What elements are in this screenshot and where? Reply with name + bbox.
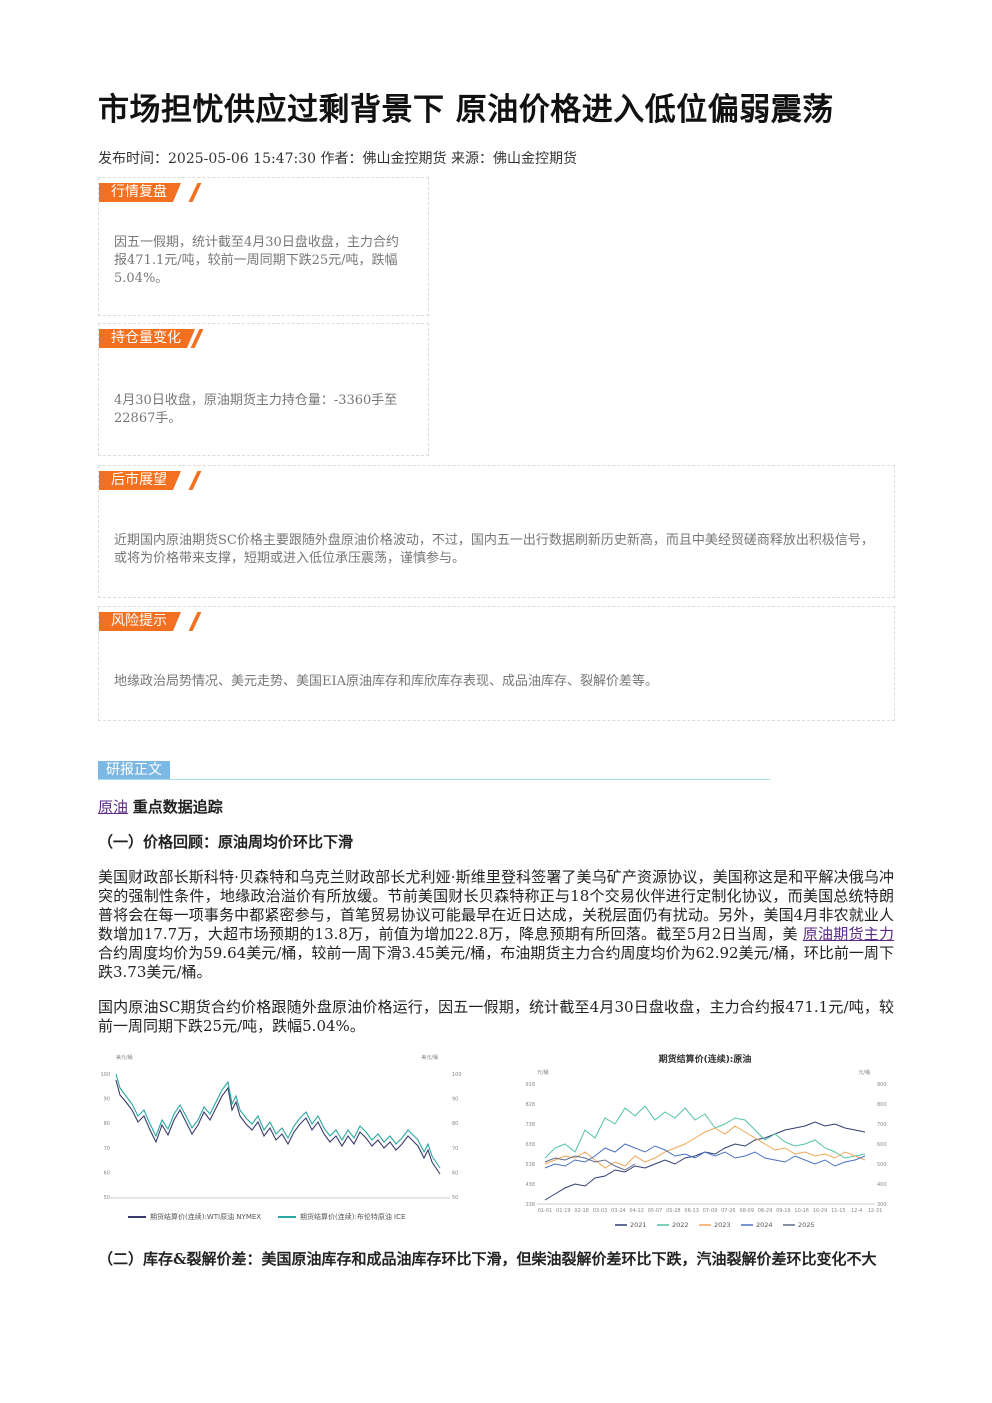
tag-slash bbox=[188, 183, 202, 202]
series-line bbox=[115, 1079, 441, 1175]
x-tick-label: 01-19 bbox=[556, 1208, 571, 1214]
y-tick-label: 60 bbox=[104, 1170, 110, 1176]
y-tick-label: 300 bbox=[877, 1202, 887, 1208]
x-tick-label: 06-13 bbox=[684, 1208, 699, 1214]
section-tag: 行情复盘 bbox=[99, 183, 181, 202]
y-tick-label: 638 bbox=[525, 1142, 535, 1148]
x-tick-label: 12-4 bbox=[851, 1208, 862, 1214]
x-tick-label: 02-18 bbox=[574, 1208, 589, 1214]
section-box: 风险提示 地缘政治局势情况、美元走势、美国EIA原油库存和库欣库存表现、成品油库… bbox=[98, 606, 895, 721]
paragraph: 国内原油SC期货合约价格跟随外盘原油价格运行，因五一假期，统计截至4月30日盘收… bbox=[98, 998, 894, 1035]
paragraph: 美国财政部长斯科特·贝森特和乌克兰财政部长尤利娅·斯维里登科签署了美乌矿产资源协… bbox=[98, 868, 894, 982]
x-tick-label: 03-03 bbox=[593, 1208, 608, 1214]
y-tick-label: 600 bbox=[877, 1142, 887, 1148]
y-tick-label: 538 bbox=[525, 1162, 535, 1168]
section-box: 持仓量变化 4月30日收盘，原油期货主力持仓量：-3360手至22867手。 bbox=[98, 323, 429, 456]
section-tag: 持仓量变化 bbox=[99, 329, 195, 348]
tag-slash bbox=[188, 612, 202, 631]
y-tick-label: 50 bbox=[104, 1195, 110, 1201]
y-tick-label: 338 bbox=[525, 1202, 535, 1208]
figure-sc-seasonal: 期货结算价(连续):原油元/桶 元/桶9188287386385384383389… bbox=[525, 1053, 887, 1229]
divider bbox=[98, 779, 770, 780]
x-tick-label: 08-09 bbox=[739, 1208, 754, 1214]
tag-slash bbox=[188, 471, 202, 490]
legend-label: 2023 bbox=[714, 1221, 731, 1229]
x-tick-label: 12-31 bbox=[868, 1208, 883, 1214]
y-tick-label: 828 bbox=[525, 1102, 535, 1108]
section-box: 行情复盘 因五一假期，统计截至4月30日盘收盘，主力合约报471.1元/吨，较前… bbox=[98, 177, 429, 316]
axis-unit: 元/桶 bbox=[858, 1069, 870, 1076]
series-line bbox=[544, 1155, 636, 1171]
y-tick-label: 918 bbox=[525, 1082, 535, 1088]
page-title: 市场担忧供应过剩背景下 原油价格进入低位偏弱震荡 bbox=[98, 92, 834, 128]
axis-unit: 元/桶 bbox=[537, 1069, 549, 1076]
y-tick-label: 100 bbox=[100, 1072, 110, 1078]
x-tick-label: 10-16 bbox=[794, 1208, 809, 1214]
section-text: 4月30日收盘，原油期货主力持仓量：-3360手至22867手。 bbox=[114, 393, 398, 426]
legend-label: 2022 bbox=[672, 1221, 689, 1229]
section-text: 因五一假期，统计截至4月30日盘收盘，主力合约报471.1元/吨，较前一周同期下… bbox=[114, 235, 399, 286]
y-tick-label: 500 bbox=[877, 1162, 887, 1168]
x-tick-label: 01-01 bbox=[538, 1208, 553, 1214]
x-tick-label: 08-29 bbox=[758, 1208, 773, 1214]
x-tick-label: 10-29 bbox=[813, 1208, 828, 1214]
series-line bbox=[544, 1105, 866, 1159]
meta: 发布时间：2025-05-06 15:47:30 作者：佛山金控期货 来源：佛山… bbox=[98, 151, 577, 167]
text: 美国财政部长斯科特·贝森特和乌克兰财政部长尤利娅·斯维里登科签署了美乌矿产资源协… bbox=[98, 868, 894, 943]
x-tick-label: 05-28 bbox=[666, 1208, 681, 1214]
legend-label: 2021 bbox=[630, 1221, 647, 1229]
heading: （二）库存&裂解价差：美国原油库存和成品油库存环比下滑，但柴油裂解价差环比下跌，… bbox=[98, 1250, 877, 1268]
body-tag: 研报正文 bbox=[98, 761, 170, 780]
y-tick-label: 800 bbox=[877, 1102, 887, 1108]
y-tick-label: 400 bbox=[877, 1182, 887, 1188]
x-tick-label: 07-09 bbox=[703, 1208, 718, 1214]
section-tag: 后市展望 bbox=[99, 471, 181, 490]
text: 合约周度均价为59.64美元/桶，较前一周下滑3.45美元/桶，布油期货主力合约… bbox=[98, 944, 894, 981]
link[interactable]: 原油期货主力 bbox=[802, 925, 894, 943]
y-tick-label: 60 bbox=[452, 1170, 458, 1176]
figure-wti-brent: 美元/桶 美元/桶 100 90 80 70 60 50 100 90 80 70 60 50 期货结算价(… bbox=[100, 1054, 462, 1221]
subtitle-text: 重点数据追踪 bbox=[132, 798, 223, 816]
figure-title: 期货结算价(连续):原油 bbox=[659, 1053, 752, 1065]
series-line bbox=[115, 1073, 441, 1169]
y-tick-label: 70 bbox=[452, 1146, 458, 1152]
y-tick-label: 100 bbox=[452, 1072, 462, 1078]
x-tick-label: 04-12 bbox=[629, 1208, 644, 1214]
heading: （一）价格回顾：原油周均价环比下滑 bbox=[98, 833, 354, 851]
legend-label: 期货结算价(连续):布伦特原油 ICE bbox=[300, 1212, 405, 1221]
y-tick-label: 900 bbox=[877, 1082, 887, 1088]
subtitle: 原油 重点数据追踪 bbox=[98, 798, 894, 817]
x-tick-label: 11-15 bbox=[831, 1208, 846, 1214]
y-tick-label: 738 bbox=[525, 1122, 535, 1128]
section-box: 后市展望 近期国内原油期货SC价格主要跟随外盘原油价格波动，不过，国内五一出行数… bbox=[98, 465, 895, 598]
x-tick-label: 05-07 bbox=[648, 1208, 663, 1214]
x-tick-label: 03-24 bbox=[611, 1208, 626, 1214]
legend-label: 2025 bbox=[798, 1221, 815, 1229]
y-tick-label: 70 bbox=[104, 1146, 110, 1152]
x-tick-label: 07-26 bbox=[721, 1208, 736, 1214]
y-tick-label: 50 bbox=[452, 1195, 458, 1201]
section-tag: 风险提示 bbox=[99, 612, 181, 631]
series-line bbox=[544, 1125, 866, 1169]
y-tick-label: 90 bbox=[104, 1097, 110, 1103]
y-tick-label: 438 bbox=[525, 1182, 535, 1188]
axis-unit: 美元/桶 bbox=[421, 1054, 438, 1061]
y-tick-label: 90 bbox=[452, 1097, 458, 1103]
series-line bbox=[544, 1143, 866, 1169]
section-text: 地缘政治局势情况、美元走势、美国EIA原油库存和库欣库存表现、成品油库存、裂解价… bbox=[114, 674, 659, 689]
y-tick-label: 80 bbox=[452, 1121, 458, 1127]
y-tick-label: 700 bbox=[877, 1122, 887, 1128]
y-tick-label: 80 bbox=[104, 1121, 110, 1127]
x-tick-label: 09-19 bbox=[776, 1208, 791, 1214]
legend-label: 期货结算价(连续):WTI原油 NYMEX bbox=[150, 1212, 261, 1221]
legend-label: 2024 bbox=[756, 1221, 773, 1229]
axis-unit: 美元/桶 bbox=[116, 1054, 133, 1061]
link[interactable]: 原油 bbox=[98, 798, 129, 816]
section-text: 近期国内原油期货SC价格主要跟随外盘原油价格波动，不过，国内五一出行数据刷新历史… bbox=[114, 533, 874, 566]
